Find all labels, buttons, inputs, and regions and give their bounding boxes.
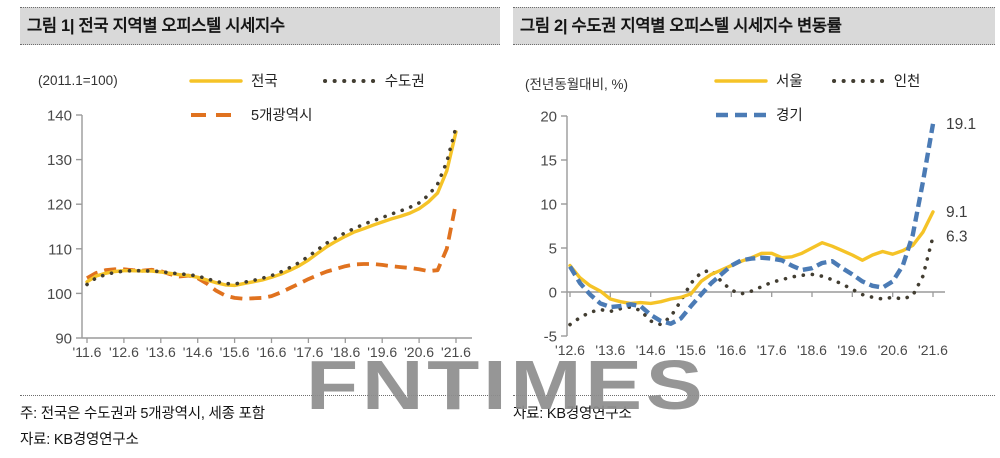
legend-label: 전국 — [251, 74, 278, 90]
x-tick-label: '20.6 — [404, 344, 434, 360]
dotted-line-sample-icon — [831, 78, 886, 83]
x-tick-label: '12.6 — [109, 344, 139, 360]
y-tick-label: -5 — [544, 329, 557, 346]
y-tick-label: 130 — [47, 152, 72, 169]
y-tick-label: 15 — [540, 153, 557, 170]
dashed-line-sample-icon — [191, 112, 241, 117]
legend-item-5개광역시: 5개광역시 — [188, 104, 312, 125]
x-tick-label: '14.6 — [636, 342, 666, 358]
x-tick-label: '16.6 — [257, 344, 287, 360]
figure2-notes: 자료: KB경영연구소 — [513, 395, 995, 427]
figure1-unit-label: (2011.1=100) — [38, 73, 118, 88]
solid-line-sample-icon — [714, 78, 768, 83]
x-tick-label: '19.6 — [367, 344, 397, 360]
y-tick-label: 140 — [47, 108, 72, 125]
legend-item-수도권: 수도권 — [322, 70, 425, 91]
dashed-line-sample-icon — [716, 112, 766, 117]
legend-label: 수도권 — [384, 74, 425, 90]
end-value-label-서울: 9.1 — [946, 204, 968, 221]
legend-item-서울: 서울 — [713, 70, 803, 91]
x-tick-label: '11.6 — [73, 344, 102, 360]
x-tick-label: '20.6 — [878, 342, 908, 358]
figure1-legend: 전국 수도권 5개광역시 — [188, 70, 469, 138]
x-tick-label: '15.6 — [220, 344, 250, 360]
legend-item-인천: 인천 — [831, 70, 921, 91]
legend-label: 5개광역시 — [251, 108, 313, 124]
x-tick-label: '17.6 — [293, 344, 323, 360]
figure2-unit-label: (전년동월대비, %) — [525, 77, 629, 92]
legend-item-전국: 전국 — [188, 70, 278, 91]
legend-row: 경기 — [713, 104, 948, 125]
series-line-수도권 — [85, 125, 458, 287]
figure1-source-line: 자료: KB경영연구소 — [20, 432, 139, 449]
x-tick-label: '12.6 — [555, 342, 585, 358]
figure1-title: 그림 1| 전국 지역별 오피스텔 시세지수 — [20, 7, 500, 45]
y-tick-label: 120 — [47, 197, 72, 214]
figure2-chart: -5 0 5 10 15 20 '12.6 '13.6 '14.6 '15.6 '16.6 '17.6… — [540, 109, 976, 359]
x-tick-label: '18.6 — [330, 344, 360, 360]
y-tick-label: 10 — [540, 197, 557, 214]
dotted-line-sample-icon — [322, 78, 377, 83]
x-tick-label: '13.6 — [595, 342, 625, 358]
y-tick-label: 20 — [540, 109, 557, 126]
y-tick-label: 110 — [48, 241, 72, 258]
end-value-label-인천: 6.3 — [946, 229, 968, 246]
figure2-panel: 그림 2| 수도권 지역별 오피스텔 시세지수 변동률 (전년동월대비, %) … — [513, 7, 995, 455]
x-tick-label: '16.6 — [716, 342, 746, 358]
legend-label: 경기 — [776, 108, 803, 124]
solid-line-sample-icon — [189, 78, 243, 83]
legend-row: 서울 인천 — [713, 70, 948, 91]
figure2-title: 그림 2| 수도권 지역별 오피스텔 시세지수 변동률 — [513, 7, 995, 45]
end-value-label-경기: 19.1 — [946, 116, 976, 133]
legend-label: 서울 — [776, 74, 803, 90]
legend-item-경기: 경기 — [713, 104, 803, 125]
x-tick-label: '21.6 — [918, 342, 948, 358]
x-tick-label: '18.6 — [797, 342, 827, 358]
y-tick-label: 0 — [549, 285, 557, 302]
legend-row: 전국 수도권 — [188, 70, 469, 91]
figure1-chart: 90 100 110 120 130 140 '11.6 '12.6 '13.6 '14.6 '15… — [47, 108, 472, 360]
x-tick-label: '17.6 — [757, 342, 787, 358]
y-tick-label: 90 — [55, 331, 72, 348]
series-line-전국 — [85, 130, 458, 288]
x-tick-label: '19.6 — [837, 342, 867, 358]
figure1-notes: 주: 전국은 수도권과 5개광역시, 세종 포함 자료: KB경영연구소 — [20, 395, 500, 454]
x-tick-label: '14.6 — [183, 344, 213, 360]
y-tick-label: 100 — [47, 286, 72, 303]
figure1-panel: 그림 1| 전국 지역별 오피스텔 시세지수 (2011.1=100) 전국 수도… — [20, 7, 500, 455]
legend-label: 인천 — [893, 74, 921, 90]
x-tick-label: '15.6 — [676, 342, 706, 358]
series-line-경기 — [568, 123, 936, 326]
figure2-source-line: 자료: KB경영연구소 — [513, 406, 632, 422]
series-line-인천 — [568, 234, 935, 327]
legend-row: 5개광역시 — [188, 104, 469, 125]
x-tick-label: '21.6 — [441, 344, 471, 360]
y-tick-label: 5 — [549, 241, 557, 258]
figure1-note-line: 주: 전국은 수도권과 5개광역시, 세종 포함 — [20, 406, 265, 422]
x-tick-label: '13.6 — [146, 344, 176, 360]
